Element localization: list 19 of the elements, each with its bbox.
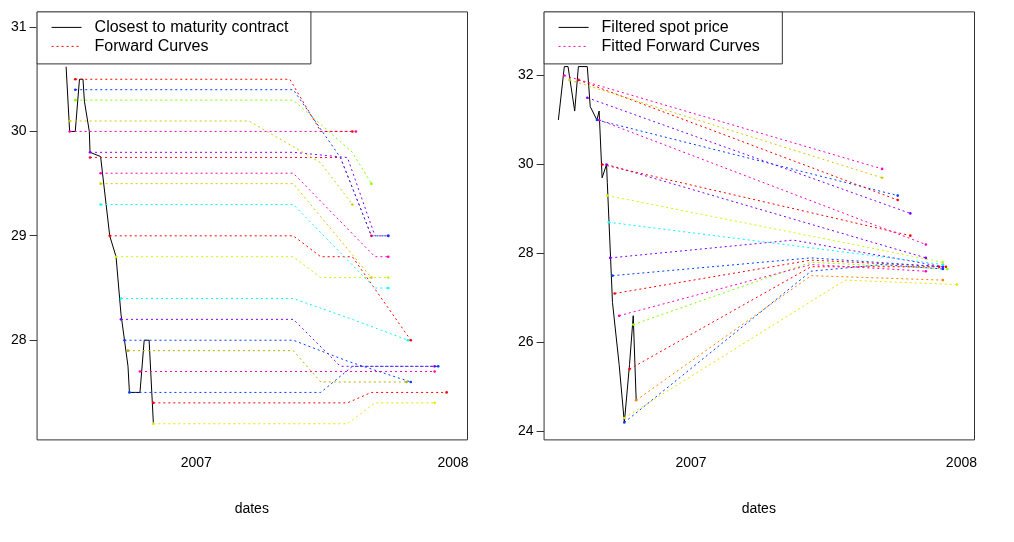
x-axis-title: dates (741, 500, 776, 517)
legend-label: Closest to maturity contract (94, 17, 289, 35)
y-tick-label: 29 (10, 226, 27, 243)
x-tick-label: 2008 (945, 453, 978, 470)
x-axis-title: dates (234, 500, 269, 517)
x-tick-label: 2008 (437, 453, 469, 470)
y-tick-label: 30 (517, 155, 534, 172)
legend-label: Fitted Forward Curves (601, 36, 760, 54)
legend-label: Forward Curves (94, 36, 209, 54)
y-tick-label: 28 (517, 244, 534, 261)
y-tick-label: 31 (10, 17, 27, 34)
y-tick-label: 24 (517, 422, 534, 439)
x-tick-label: 2007 (675, 453, 707, 470)
y-tick-label: 26 (517, 333, 534, 350)
legend-label: Filtered spot price (601, 17, 729, 35)
x-tick-label: 2007 (180, 453, 213, 470)
y-tick-label: 30 (10, 122, 27, 139)
y-tick-label: 28 (10, 331, 27, 348)
y-tick-label: 32 (517, 66, 534, 83)
